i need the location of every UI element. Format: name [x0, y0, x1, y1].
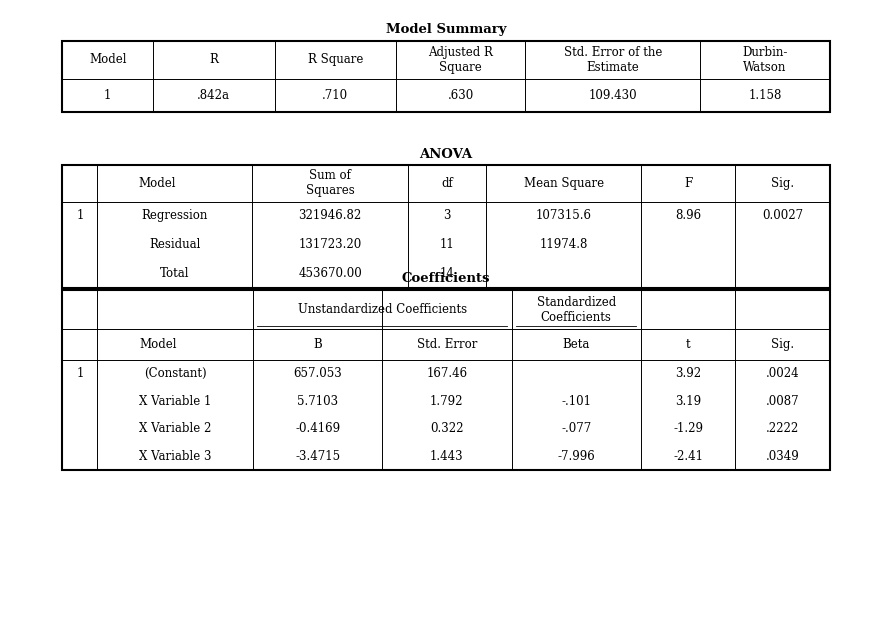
- Text: 453670.00: 453670.00: [298, 267, 362, 280]
- Text: 167.46: 167.46: [426, 368, 467, 380]
- Text: R: R: [210, 54, 219, 66]
- Text: F: F: [684, 177, 692, 190]
- Text: X Variable 3: X Variable 3: [139, 450, 211, 462]
- Text: B: B: [313, 338, 322, 351]
- Text: Coefficients: Coefficients: [401, 273, 491, 285]
- Text: .0024: .0024: [765, 368, 799, 380]
- Text: 107315.6: 107315.6: [536, 210, 591, 222]
- Text: 14: 14: [440, 267, 454, 280]
- Text: -.101: -.101: [561, 395, 591, 407]
- Text: 1: 1: [104, 89, 112, 102]
- Text: Sig.: Sig.: [771, 177, 794, 190]
- Text: Residual: Residual: [149, 238, 201, 251]
- Text: .0349: .0349: [765, 450, 799, 462]
- Bar: [62, 290, 830, 470]
- Text: df: df: [441, 177, 453, 190]
- Text: -0.4169: -0.4169: [295, 422, 340, 435]
- Text: Model: Model: [89, 54, 127, 66]
- Text: 1: 1: [76, 368, 84, 380]
- Text: -1.29: -1.29: [673, 422, 703, 435]
- Text: Standardized
Coefficients: Standardized Coefficients: [537, 296, 615, 323]
- Text: Model: Model: [139, 338, 177, 351]
- Text: Model: Model: [139, 177, 177, 190]
- Text: Sig.: Sig.: [771, 338, 794, 351]
- Text: 1.792: 1.792: [430, 395, 464, 407]
- Text: R Square: R Square: [308, 54, 363, 66]
- Text: Beta: Beta: [563, 338, 590, 351]
- Text: X Variable 2: X Variable 2: [139, 422, 211, 435]
- Text: .710: .710: [322, 89, 349, 102]
- Text: Regression: Regression: [142, 210, 208, 222]
- Text: 1: 1: [76, 210, 84, 222]
- Text: 11: 11: [440, 238, 454, 251]
- Text: 1.158: 1.158: [748, 89, 781, 102]
- Text: .0087: .0087: [765, 395, 799, 407]
- Text: 1.443: 1.443: [430, 450, 464, 462]
- Text: 657.053: 657.053: [293, 368, 342, 380]
- Text: 5.7103: 5.7103: [297, 395, 338, 407]
- Text: Durbin-
Watson: Durbin- Watson: [742, 46, 788, 74]
- Text: X Variable 1: X Variable 1: [139, 395, 211, 407]
- Text: -3.4715: -3.4715: [295, 450, 340, 462]
- Text: Std. Error of the
Estimate: Std. Error of the Estimate: [564, 46, 662, 74]
- Text: 321946.82: 321946.82: [299, 210, 361, 222]
- Text: 109.430: 109.430: [589, 89, 637, 102]
- Text: Adjusted R
Square: Adjusted R Square: [428, 46, 493, 74]
- Text: Std. Error: Std. Error: [417, 338, 477, 351]
- Text: 0.0027: 0.0027: [762, 210, 803, 222]
- Text: Sum of
Squares: Sum of Squares: [306, 170, 354, 197]
- Text: 11974.8: 11974.8: [540, 238, 588, 251]
- Text: ANOVA: ANOVA: [419, 148, 473, 160]
- Bar: [62, 41, 830, 112]
- Text: 8.96: 8.96: [675, 210, 701, 222]
- Text: 0.322: 0.322: [430, 422, 464, 435]
- Text: .2222: .2222: [765, 422, 799, 435]
- Text: 3: 3: [443, 210, 450, 222]
- Text: -7.996: -7.996: [558, 450, 595, 462]
- Text: Model Summary: Model Summary: [385, 23, 507, 36]
- Text: Unstandardized Coefficients: Unstandardized Coefficients: [298, 303, 467, 316]
- Text: t: t: [686, 338, 690, 351]
- Bar: [62, 165, 830, 288]
- Text: 3.92: 3.92: [675, 368, 701, 380]
- Text: -.077: -.077: [561, 422, 591, 435]
- Text: Mean Square: Mean Square: [524, 177, 604, 190]
- Text: Total: Total: [161, 267, 190, 280]
- Text: .630: .630: [448, 89, 474, 102]
- Text: (Constant): (Constant): [144, 368, 206, 380]
- Text: -2.41: -2.41: [673, 450, 703, 462]
- Text: .842a: .842a: [197, 89, 230, 102]
- Text: 3.19: 3.19: [675, 395, 701, 407]
- Text: 131723.20: 131723.20: [299, 238, 361, 251]
